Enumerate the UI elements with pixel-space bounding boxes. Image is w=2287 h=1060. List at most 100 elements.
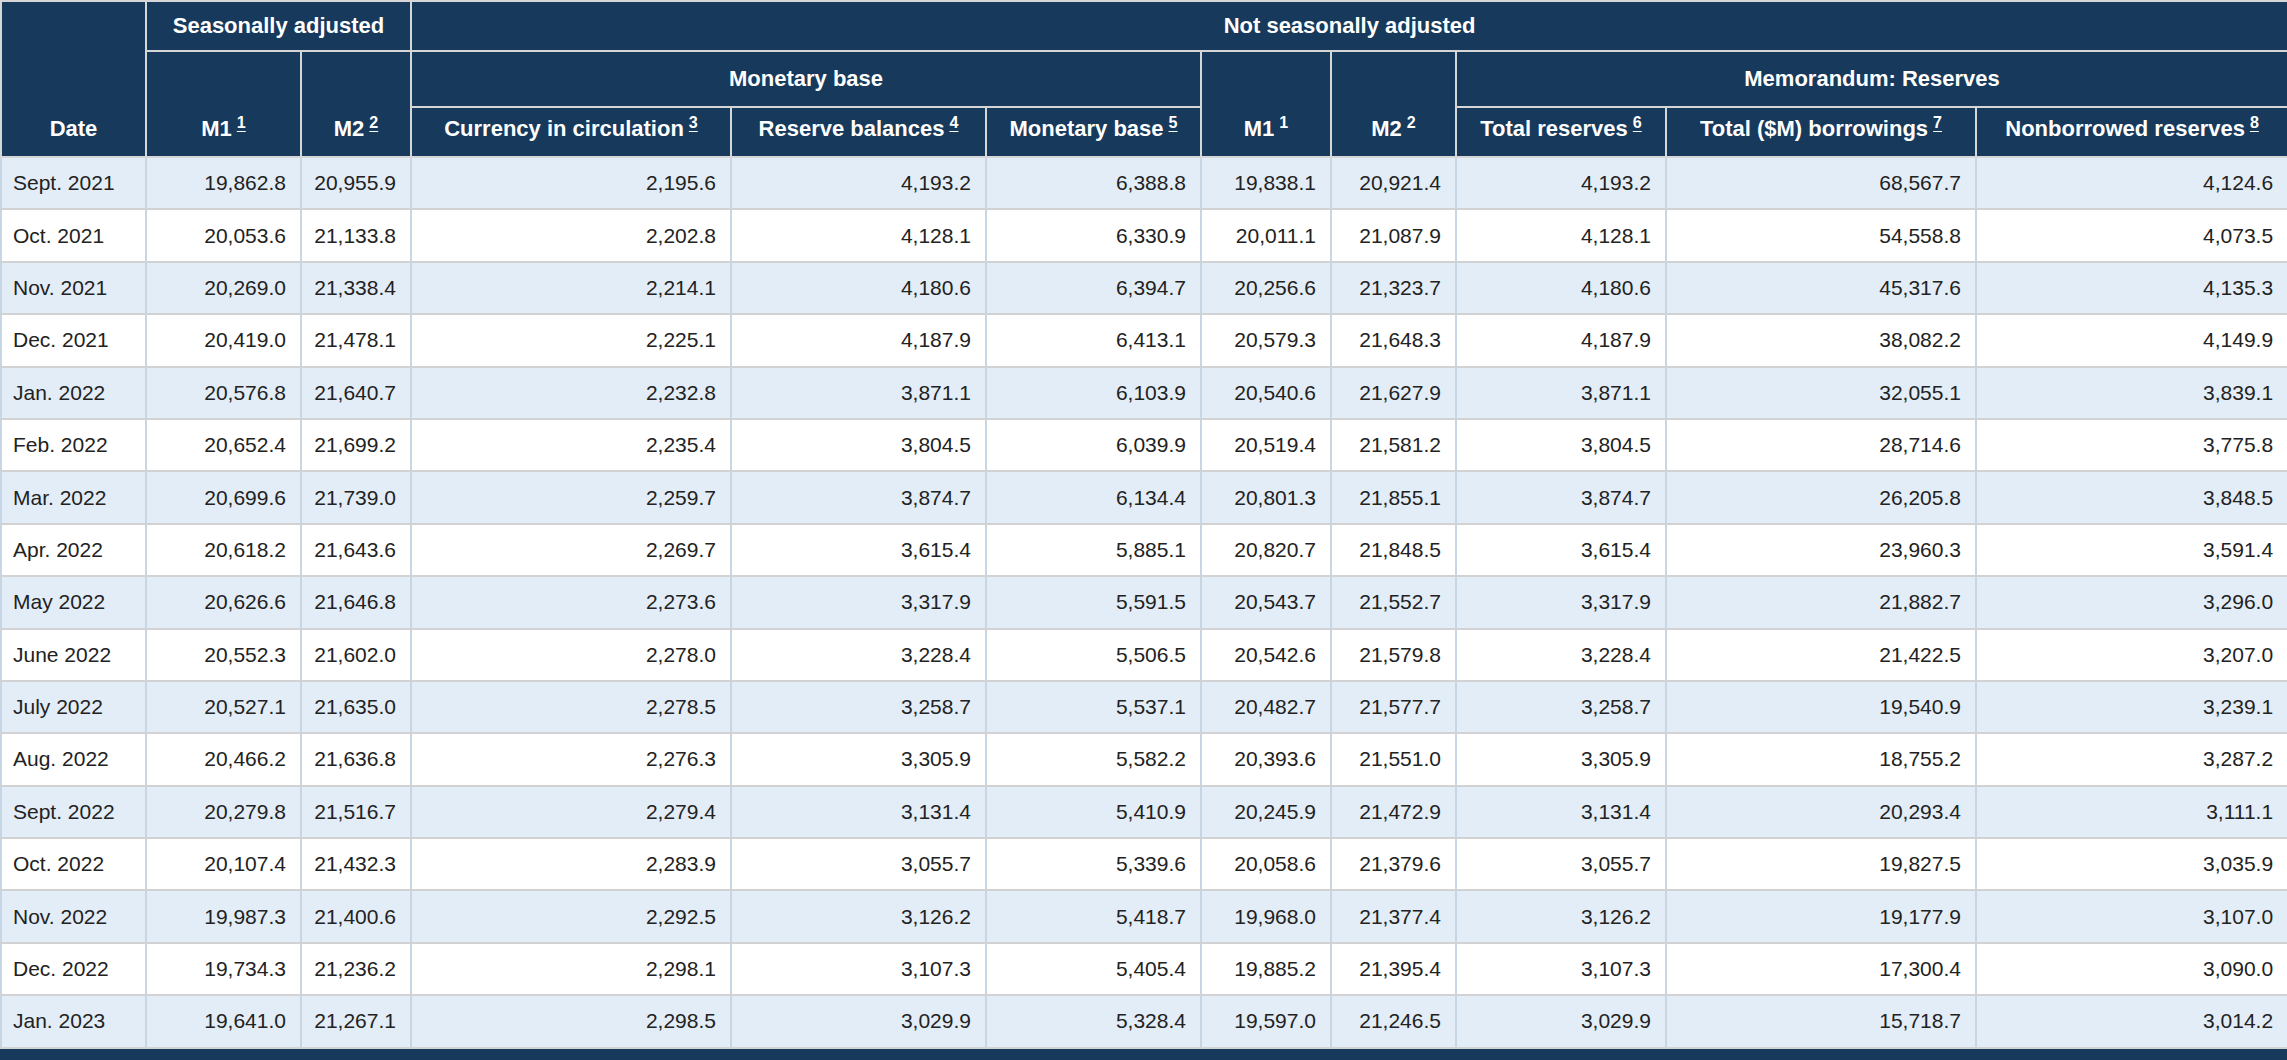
footnote-5-link[interactable]: 5 xyxy=(1169,113,1178,131)
value-cell: 20,527.1 xyxy=(146,681,301,733)
value-cell: 5,410.9 xyxy=(986,786,1201,838)
value-cell: 3,228.4 xyxy=(1456,629,1666,681)
footnote-4-link[interactable]: 4 xyxy=(949,113,958,131)
table-row: Nov. 202120,269.021,338.42,214.14,180.66… xyxy=(1,262,2287,314)
value-cell: 26,205.8 xyxy=(1666,471,1976,523)
date-cell: Oct. 2021 xyxy=(1,209,146,261)
value-cell: 20,921.4 xyxy=(1331,157,1456,209)
value-cell: 19,838.1 xyxy=(1201,157,1331,209)
value-cell: 3,107.3 xyxy=(1456,943,1666,995)
value-cell: 20,519.4 xyxy=(1201,419,1331,471)
value-cell: 21,643.6 xyxy=(301,524,411,576)
value-cell: 19,597.0 xyxy=(1201,995,1331,1047)
memorandum-reserves-label: Memorandum: Reserves xyxy=(1744,66,2000,91)
table-header: Date Seasonally adjusted Not seasonally … xyxy=(1,1,2287,157)
value-cell: 19,177.9 xyxy=(1666,890,1976,942)
table-row: Mar. 202220,699.621,739.02,259.73,874.76… xyxy=(1,471,2287,523)
value-cell: 3,296.0 xyxy=(1976,576,2287,628)
value-cell: 21,236.2 xyxy=(301,943,411,995)
value-cell: 20,482.7 xyxy=(1201,681,1331,733)
col-header-reserve-balances: Reserve balances4 xyxy=(731,107,986,157)
date-cell: Oct. 2022 xyxy=(1,838,146,890)
next-section-header-strip xyxy=(0,1049,2287,1060)
col-header-m1-sa: M11 xyxy=(146,51,301,157)
value-cell: 20,618.2 xyxy=(146,524,301,576)
value-cell: 2,278.0 xyxy=(411,629,731,681)
value-cell: 20,955.9 xyxy=(301,157,411,209)
value-cell: 3,035.9 xyxy=(1976,838,2287,890)
footnote-6-link[interactable]: 6 xyxy=(1633,113,1642,131)
value-cell: 20,245.9 xyxy=(1201,786,1331,838)
value-cell: 3,317.9 xyxy=(1456,576,1666,628)
footnote-2-ref: 2 xyxy=(1407,113,1416,131)
value-cell: 21,581.2 xyxy=(1331,419,1456,471)
value-cell: 3,317.9 xyxy=(731,576,986,628)
value-cell: 3,029.9 xyxy=(1456,995,1666,1047)
reserve-balances-label: Reserve balances xyxy=(759,116,945,141)
value-cell: 4,193.2 xyxy=(731,157,986,209)
value-cell: 6,330.9 xyxy=(986,209,1201,261)
value-cell: 4,193.2 xyxy=(1456,157,1666,209)
value-cell: 4,124.6 xyxy=(1976,157,2287,209)
value-cell: 4,073.5 xyxy=(1976,209,2287,261)
value-cell: 21,478.1 xyxy=(301,314,411,366)
footnote-8-link[interactable]: 8 xyxy=(2250,113,2259,131)
value-cell: 21,400.6 xyxy=(301,890,411,942)
value-cell: 20,107.4 xyxy=(146,838,301,890)
value-cell: 3,107.3 xyxy=(731,943,986,995)
value-cell: 20,269.0 xyxy=(146,262,301,314)
value-cell: 2,292.5 xyxy=(411,890,731,942)
value-cell: 3,287.2 xyxy=(1976,733,2287,785)
date-cell: Feb. 2022 xyxy=(1,419,146,471)
col-header-currency-in-circulation: Currency in circulation3 xyxy=(411,107,731,157)
footnote-1-link[interactable]: 1 xyxy=(237,113,246,131)
value-cell: 3,228.4 xyxy=(731,629,986,681)
date-cell: June 2022 xyxy=(1,629,146,681)
value-cell: 6,103.9 xyxy=(986,367,1201,419)
group-header-memorandum-reserves: Memorandum: Reserves xyxy=(1456,51,2287,107)
col-header-nonborrowed-reserves: Nonborrowed reserves8 xyxy=(1976,107,2287,157)
value-cell: 21,602.0 xyxy=(301,629,411,681)
value-cell: 19,968.0 xyxy=(1201,890,1331,942)
table-body: Sept. 202119,862.820,955.92,195.64,193.2… xyxy=(1,157,2287,1048)
value-cell: 20,552.3 xyxy=(146,629,301,681)
col-header-date: Date xyxy=(1,1,146,157)
footnote-2-link[interactable]: 2 xyxy=(369,113,378,131)
date-cell: Dec. 2022 xyxy=(1,943,146,995)
value-cell: 2,273.6 xyxy=(411,576,731,628)
value-cell: 21,640.7 xyxy=(301,367,411,419)
value-cell: 3,804.5 xyxy=(731,419,986,471)
value-cell: 20,053.6 xyxy=(146,209,301,261)
value-cell: 2,202.8 xyxy=(411,209,731,261)
value-cell: 4,128.1 xyxy=(731,209,986,261)
value-cell: 20,626.6 xyxy=(146,576,301,628)
value-cell: 4,187.9 xyxy=(1456,314,1666,366)
value-cell: 20,256.6 xyxy=(1201,262,1331,314)
value-cell: 2,298.1 xyxy=(411,943,731,995)
value-cell: 21,646.8 xyxy=(301,576,411,628)
header-row-adjustment: Date Seasonally adjusted Not seasonally … xyxy=(1,1,2287,51)
table-row: Jan. 202220,576.821,640.72,232.83,871.16… xyxy=(1,367,2287,419)
value-cell: 20,293.4 xyxy=(1666,786,1976,838)
footnote-3-link[interactable]: 3 xyxy=(689,113,698,131)
value-cell: 21,338.4 xyxy=(301,262,411,314)
footnote-7-link[interactable]: 7 xyxy=(1933,113,1942,131)
value-cell: 2,278.5 xyxy=(411,681,731,733)
value-cell: 15,718.7 xyxy=(1666,995,1976,1047)
m1-nsa-label: M1 xyxy=(1244,116,1275,141)
date-cell: Apr. 2022 xyxy=(1,524,146,576)
table-row: Dec. 202120,419.021,478.12,225.14,187.96… xyxy=(1,314,2287,366)
value-cell: 2,214.1 xyxy=(411,262,731,314)
value-cell: 3,107.0 xyxy=(1976,890,2287,942)
value-cell: 20,820.7 xyxy=(1201,524,1331,576)
value-cell: 21,395.4 xyxy=(1331,943,1456,995)
value-cell: 21,133.8 xyxy=(301,209,411,261)
value-cell: 3,305.9 xyxy=(1456,733,1666,785)
value-cell: 19,734.3 xyxy=(146,943,301,995)
value-cell: 3,258.7 xyxy=(731,681,986,733)
table-row: Oct. 202220,107.421,432.32,283.93,055.75… xyxy=(1,838,2287,890)
value-cell: 20,540.6 xyxy=(1201,367,1331,419)
value-cell: 20,393.6 xyxy=(1201,733,1331,785)
date-cell: Dec. 2021 xyxy=(1,314,146,366)
value-cell: 19,885.2 xyxy=(1201,943,1331,995)
